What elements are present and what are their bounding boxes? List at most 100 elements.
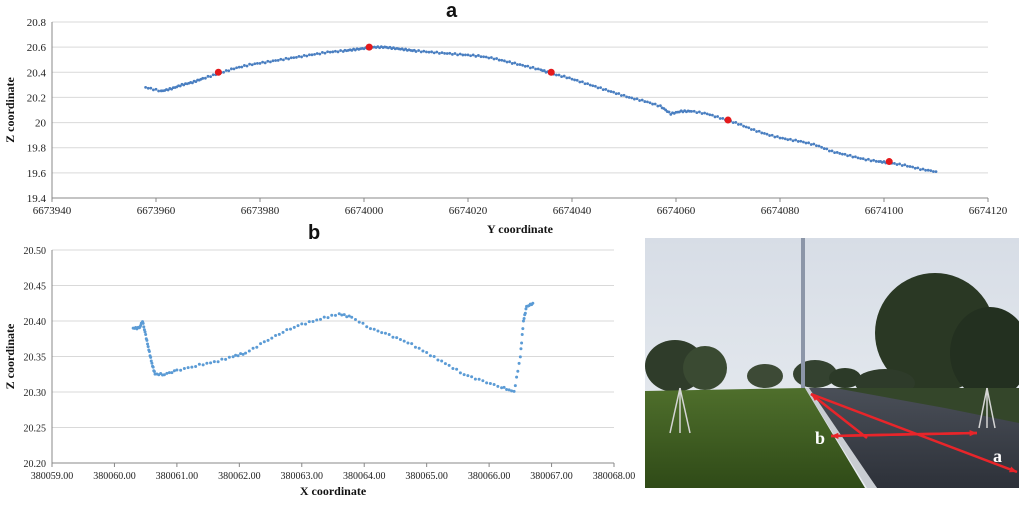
data-point	[484, 55, 488, 59]
data-point	[536, 67, 540, 71]
data-point	[750, 128, 753, 131]
arrow-a-start-head	[811, 394, 819, 402]
data-point	[471, 53, 475, 57]
data-point	[526, 64, 530, 68]
data-point	[502, 385, 506, 389]
data-point	[178, 84, 182, 88]
data-point	[521, 319, 525, 323]
y-tick-label: 20.50	[24, 246, 47, 257]
y-tick-label: 20.45	[24, 282, 47, 293]
data-point	[201, 76, 205, 80]
data-point	[211, 73, 215, 77]
data-point	[258, 61, 262, 65]
data-point	[300, 55, 303, 59]
data-point	[365, 325, 369, 329]
data-point	[874, 159, 878, 163]
x-tick-label: 380060.00	[93, 471, 136, 482]
data-point	[908, 165, 912, 168]
x-tick-label: 6674060	[657, 205, 696, 217]
data-point	[331, 50, 335, 54]
data-point	[711, 113, 714, 117]
data-point	[289, 56, 293, 60]
control-point	[214, 68, 222, 76]
data-point	[516, 369, 520, 373]
data-point	[172, 369, 176, 373]
data-point	[492, 57, 496, 61]
data-point	[170, 371, 174, 375]
data-point	[734, 120, 738, 124]
data-point	[250, 63, 254, 67]
data-point	[781, 136, 784, 140]
data-point	[224, 357, 228, 361]
data-point	[495, 57, 498, 60]
data-point	[614, 92, 618, 96]
data-point	[843, 152, 847, 156]
data-point	[867, 157, 870, 161]
x-tick-label: 6674000	[345, 205, 384, 217]
data-point	[929, 169, 933, 173]
data-point	[422, 49, 426, 53]
data-point	[900, 164, 904, 167]
data-point	[323, 51, 327, 55]
data-point	[462, 373, 466, 377]
data-point	[146, 345, 150, 349]
data-point	[721, 116, 725, 120]
data-point	[142, 325, 146, 329]
data-point	[822, 147, 826, 150]
y-tick-label: 20.40	[24, 317, 47, 328]
data-point	[391, 335, 395, 339]
data-point	[513, 384, 517, 388]
data-point	[718, 117, 722, 120]
data-point	[518, 63, 522, 66]
data-point	[776, 135, 779, 138]
data-point	[760, 131, 764, 135]
data-point	[482, 55, 485, 59]
data-point	[147, 349, 151, 353]
data-point	[573, 78, 576, 82]
data-point	[413, 345, 417, 349]
data-point	[565, 76, 569, 80]
data-point	[421, 349, 425, 353]
data-point	[488, 382, 492, 386]
data-point	[643, 100, 647, 103]
data-point	[300, 322, 304, 326]
data-point	[287, 57, 290, 61]
data-point	[451, 366, 455, 370]
data-point	[227, 69, 231, 73]
y-tick-label: 19.6	[27, 168, 47, 180]
data-point	[524, 307, 528, 311]
data-point	[232, 67, 236, 71]
data-point	[302, 53, 306, 57]
data-point	[588, 83, 592, 87]
x-tick-label: 6673940	[33, 205, 72, 217]
x-tick-label: 6674100	[865, 205, 904, 217]
data-point	[523, 311, 527, 315]
data-point	[235, 66, 239, 70]
data-point	[612, 90, 615, 94]
data-point	[432, 51, 436, 55]
data-point	[515, 375, 519, 379]
data-point	[182, 366, 186, 370]
data-point	[186, 366, 190, 370]
data-point	[368, 327, 372, 331]
data-point	[435, 50, 439, 54]
data-point	[815, 144, 818, 148]
data-point	[778, 136, 782, 140]
data-point	[755, 130, 758, 133]
data-point	[893, 162, 896, 165]
data-point	[529, 66, 532, 70]
data-point	[197, 362, 201, 366]
data-point	[150, 361, 154, 365]
data-point	[292, 56, 296, 60]
data-point	[791, 139, 795, 143]
data-point	[428, 354, 432, 358]
data-point	[716, 115, 719, 118]
data-point	[809, 143, 813, 146]
data-point	[490, 56, 493, 59]
data-point	[274, 59, 277, 62]
data-point	[518, 355, 522, 359]
data-point	[289, 327, 293, 331]
data-point	[659, 104, 662, 108]
data-point	[496, 384, 500, 388]
data-point	[898, 162, 901, 166]
